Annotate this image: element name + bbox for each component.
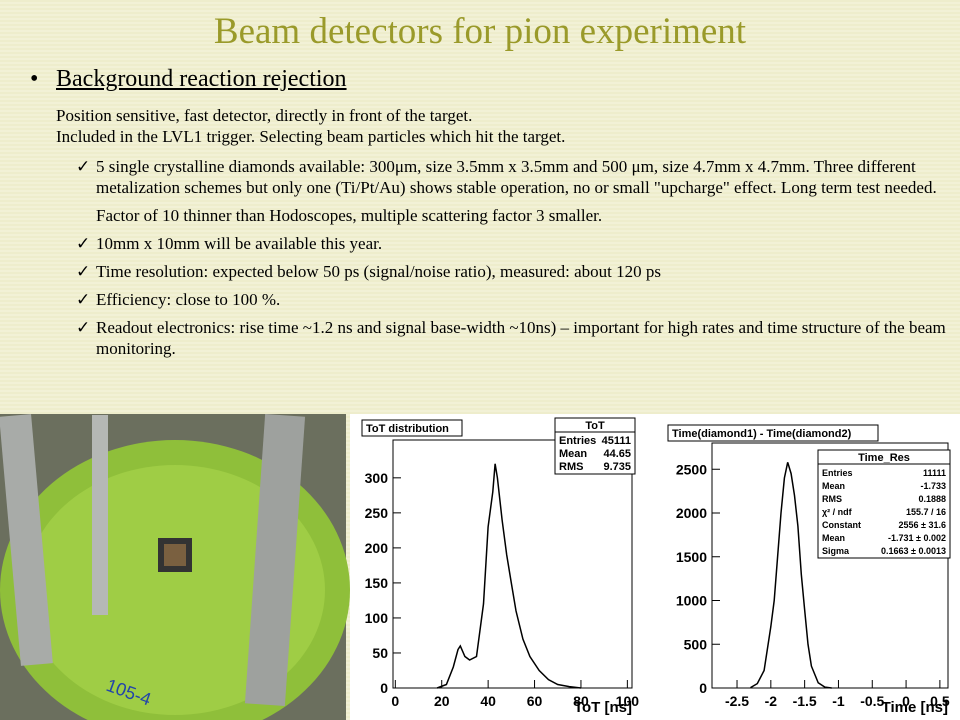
paragraph: Position sensitive, fast detector, direc… <box>56 106 473 125</box>
paragraph: Included in the LVL1 trigger. Selecting … <box>56 127 566 146</box>
stats-title: ToT <box>585 420 605 432</box>
slide-title: Beam detectors for pion experiment <box>213 11 747 52</box>
plot-title: Time(diamond1) - Time(diamond2) <box>672 428 852 440</box>
stats-value: 2556 ± 31.6 <box>899 520 946 530</box>
stats-value: -1.733 <box>920 481 946 491</box>
x-tick-label: 0 <box>391 693 399 709</box>
title-box <box>361 419 463 437</box>
x-axis-label: ToT [ns] <box>574 699 632 716</box>
item: ✓ Efficiency: close to 100 %. <box>76 289 948 310</box>
checkmark: ✓ <box>76 157 91 176</box>
stats-value: -1.731 ± 0.002 <box>888 533 946 543</box>
stats-box <box>817 449 951 559</box>
histogram <box>750 462 832 689</box>
x-tick-label: 0 <box>902 693 910 709</box>
checkmark: ✓ <box>76 290 91 309</box>
stats-name: RMS <box>559 461 583 473</box>
x-tick-label: 0.5 <box>930 693 950 709</box>
stats-value: 155.7 / 16 <box>906 507 946 517</box>
y-tick-label: 2000 <box>676 505 707 521</box>
item-list: ✓ 5 single crystalline diamonds available… <box>76 156 948 366</box>
stats-title: Time_Res <box>858 452 910 464</box>
stats-name: RMS <box>822 494 842 504</box>
checkmark: ✓ <box>76 262 91 281</box>
item-text: Readout electronics: rise time ~1.2 ns a… <box>96 318 946 358</box>
x-tick-label: -1.5 <box>793 693 817 709</box>
y-tick-label: 250 <box>365 505 389 521</box>
stats-name: Mean <box>559 448 587 460</box>
plot-title: ToT distribution <box>366 423 449 435</box>
checkmark: ✓ <box>76 318 91 337</box>
bullet: • <box>30 66 39 92</box>
y-tick-label: 0 <box>699 680 707 696</box>
y-tick-label: 2500 <box>676 461 707 477</box>
x-tick-label: 100 <box>616 693 640 709</box>
checkmark: ✓ <box>76 234 91 253</box>
stats-box <box>554 417 636 475</box>
stats-name: χ² / ndf <box>822 507 853 517</box>
plot-frame <box>392 439 633 689</box>
x-tick-label: 80 <box>573 693 589 709</box>
y-tick-label: 500 <box>684 636 708 652</box>
x-tick-label: 40 <box>480 693 496 709</box>
stats-value: 11111 <box>923 468 946 478</box>
stats-name: Entries <box>559 435 596 447</box>
x-tick-label: -1 <box>832 693 845 709</box>
y-tick-label: 0 <box>380 680 388 696</box>
item-text: 5 single crystalline diamonds available:… <box>96 157 937 197</box>
stats-name: Sigma <box>822 546 850 556</box>
item-text: 10mm x 10mm will be available this year. <box>96 234 383 253</box>
x-tick-label: -2.5 <box>725 693 749 709</box>
stats-value: 0.1888 <box>918 494 946 504</box>
histogram <box>436 463 582 689</box>
item-text: Efficiency: close to 100 %. <box>96 290 281 309</box>
stats-name: Constant <box>822 520 861 530</box>
section-heading: Background reaction rejection <box>56 66 347 92</box>
item-note: Factor of 10 thinner than Hodoscopes, mu… <box>96 206 603 225</box>
x-axis-label: Time [ns] <box>882 699 948 716</box>
y-tick-label: 200 <box>365 540 389 556</box>
stats-name: Mean <box>822 533 845 543</box>
x-tick-label: -2 <box>765 693 778 709</box>
item: ✓ 10mm x 10mm will be available this year… <box>76 233 948 254</box>
y-tick-label: 50 <box>372 645 388 661</box>
item: ✓ Readout electronics: rise time ~1.2 ns … <box>76 317 948 359</box>
y-tick-label: 150 <box>365 575 389 591</box>
item: ✓ 5 single crystalline diamonds available… <box>76 156 948 198</box>
stats-name: Entries <box>822 468 853 478</box>
stats-value: 9.735 <box>603 461 631 473</box>
x-tick-label: -0.5 <box>860 693 884 709</box>
stats-value: 44.65 <box>603 448 631 460</box>
photo: 105-4 <box>0 413 350 720</box>
stats-value: 0.1663 ± 0.0013 <box>881 546 946 556</box>
y-tick-label: 100 <box>365 610 389 626</box>
y-tick-label: 1500 <box>676 549 707 565</box>
item-text: Time resolution: expected below 50 ps (s… <box>96 262 661 281</box>
stats-name: Mean <box>822 481 845 491</box>
x-tick-label: 20 <box>434 693 450 709</box>
y-tick-label: 300 <box>365 470 389 486</box>
stats-value: 45111 <box>602 435 631 447</box>
item: ✓ Time resolution: expected below 50 ps (… <box>76 261 948 282</box>
title-box <box>667 424 879 442</box>
x-tick-label: 60 <box>527 693 543 709</box>
y-tick-label: 1000 <box>676 593 707 609</box>
